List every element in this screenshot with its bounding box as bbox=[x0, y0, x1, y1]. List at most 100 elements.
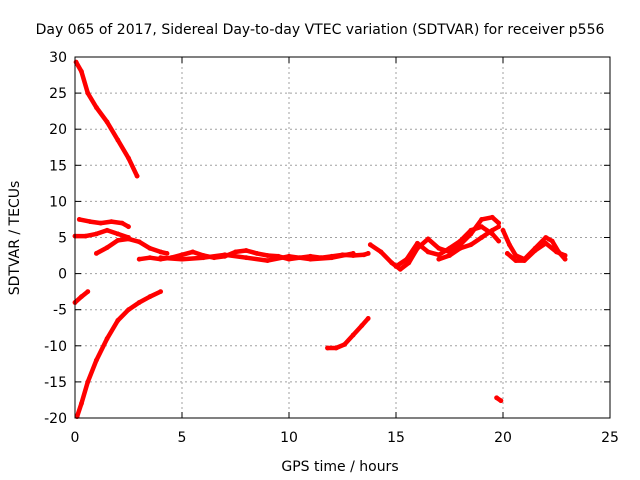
data-point bbox=[109, 219, 114, 225]
data-point bbox=[365, 251, 371, 256]
data-point bbox=[359, 323, 365, 328]
data-point bbox=[104, 119, 110, 125]
data-point bbox=[308, 256, 313, 262]
data-point bbox=[79, 69, 84, 74]
gridlines bbox=[75, 57, 610, 418]
data-point bbox=[498, 398, 504, 404]
series-line bbox=[325, 316, 371, 351]
series-line bbox=[72, 228, 131, 240]
data-point bbox=[179, 252, 185, 258]
data-point bbox=[393, 264, 399, 269]
data-point bbox=[265, 258, 270, 263]
data-point bbox=[436, 245, 442, 251]
series-arc-rising-band bbox=[94, 236, 170, 256]
data-point bbox=[126, 236, 131, 242]
series-arc-upper-band bbox=[76, 217, 131, 230]
data-point bbox=[243, 248, 249, 253]
y-tick-label: 5 bbox=[58, 231, 67, 247]
data-point bbox=[489, 214, 495, 220]
data-point bbox=[404, 256, 410, 262]
data-point bbox=[378, 249, 384, 255]
data-point bbox=[104, 336, 110, 341]
data-point bbox=[367, 242, 373, 248]
data-point bbox=[522, 258, 527, 263]
data-point bbox=[98, 220, 104, 226]
data-point bbox=[126, 155, 131, 161]
data-point bbox=[496, 224, 502, 230]
data-point bbox=[457, 245, 463, 251]
series-line bbox=[158, 251, 356, 263]
data-point bbox=[479, 224, 484, 230]
data-point bbox=[85, 379, 91, 385]
data-point bbox=[134, 173, 140, 179]
data-point bbox=[115, 318, 121, 323]
y-tick-label: 0 bbox=[58, 267, 67, 283]
data-point bbox=[425, 236, 431, 242]
data-point bbox=[543, 235, 549, 240]
data-point bbox=[350, 332, 356, 338]
data-point bbox=[447, 253, 452, 258]
data-point bbox=[201, 255, 206, 261]
y-tick-label: 20 bbox=[49, 122, 67, 138]
series-arc-descending-top bbox=[73, 59, 140, 179]
data-point bbox=[94, 357, 99, 363]
data-point bbox=[76, 217, 82, 222]
y-tick-label: 25 bbox=[49, 86, 67, 102]
data-point bbox=[222, 252, 228, 258]
y-tick-label: -15 bbox=[44, 375, 67, 391]
series-line bbox=[73, 59, 140, 179]
data-point bbox=[136, 239, 142, 245]
data-point bbox=[532, 248, 538, 253]
data-point bbox=[507, 242, 512, 248]
y-tick-label: 15 bbox=[49, 158, 67, 174]
y-tick-label: -20 bbox=[44, 411, 67, 427]
series-arc-tiny-negative bbox=[494, 395, 504, 404]
x-tick-label: 0 bbox=[71, 430, 80, 446]
series-line bbox=[74, 289, 163, 419]
data-point bbox=[479, 235, 484, 240]
data-point bbox=[496, 220, 502, 226]
data-point bbox=[513, 258, 519, 263]
y-tick-label: -10 bbox=[44, 339, 67, 355]
data-point bbox=[425, 249, 431, 255]
data-point bbox=[104, 227, 110, 233]
data-point bbox=[136, 300, 142, 305]
data-point bbox=[436, 252, 442, 258]
data-point bbox=[115, 137, 121, 143]
x-axis-label: GPS time / hours bbox=[281, 459, 398, 475]
x-tick-label: 5 bbox=[178, 430, 187, 446]
data-point bbox=[436, 256, 442, 262]
x-tick-label: 15 bbox=[387, 430, 405, 446]
data-point bbox=[500, 227, 506, 233]
data-point bbox=[489, 227, 495, 233]
x-tick-label: 10 bbox=[280, 430, 298, 446]
data-point bbox=[457, 238, 463, 244]
data-point bbox=[136, 256, 142, 262]
x-tick-label: 20 bbox=[494, 430, 512, 446]
data-point bbox=[85, 90, 91, 96]
data-point bbox=[543, 240, 549, 246]
data-point bbox=[406, 260, 412, 266]
data-point bbox=[329, 255, 335, 261]
data-point bbox=[79, 401, 84, 406]
series-arc-rising-bottom bbox=[74, 289, 164, 419]
data-point bbox=[447, 245, 452, 251]
data-point bbox=[233, 249, 238, 255]
data-point bbox=[179, 256, 185, 262]
data-point bbox=[554, 249, 559, 255]
data-point bbox=[87, 219, 93, 225]
y-tick-label: -5 bbox=[53, 303, 67, 319]
data-point bbox=[126, 307, 131, 313]
data-point bbox=[147, 245, 153, 251]
y-axis-label: SDTVAR / TECUs bbox=[7, 181, 23, 296]
data-point bbox=[549, 238, 555, 244]
data-point bbox=[494, 395, 499, 401]
data-point bbox=[126, 224, 131, 230]
y-tick-label: 30 bbox=[49, 50, 67, 66]
data-point bbox=[496, 238, 502, 244]
data-point bbox=[562, 253, 568, 258]
data-point bbox=[468, 242, 474, 248]
data-series bbox=[72, 59, 568, 419]
series-arc-mid-negative bbox=[325, 316, 371, 351]
